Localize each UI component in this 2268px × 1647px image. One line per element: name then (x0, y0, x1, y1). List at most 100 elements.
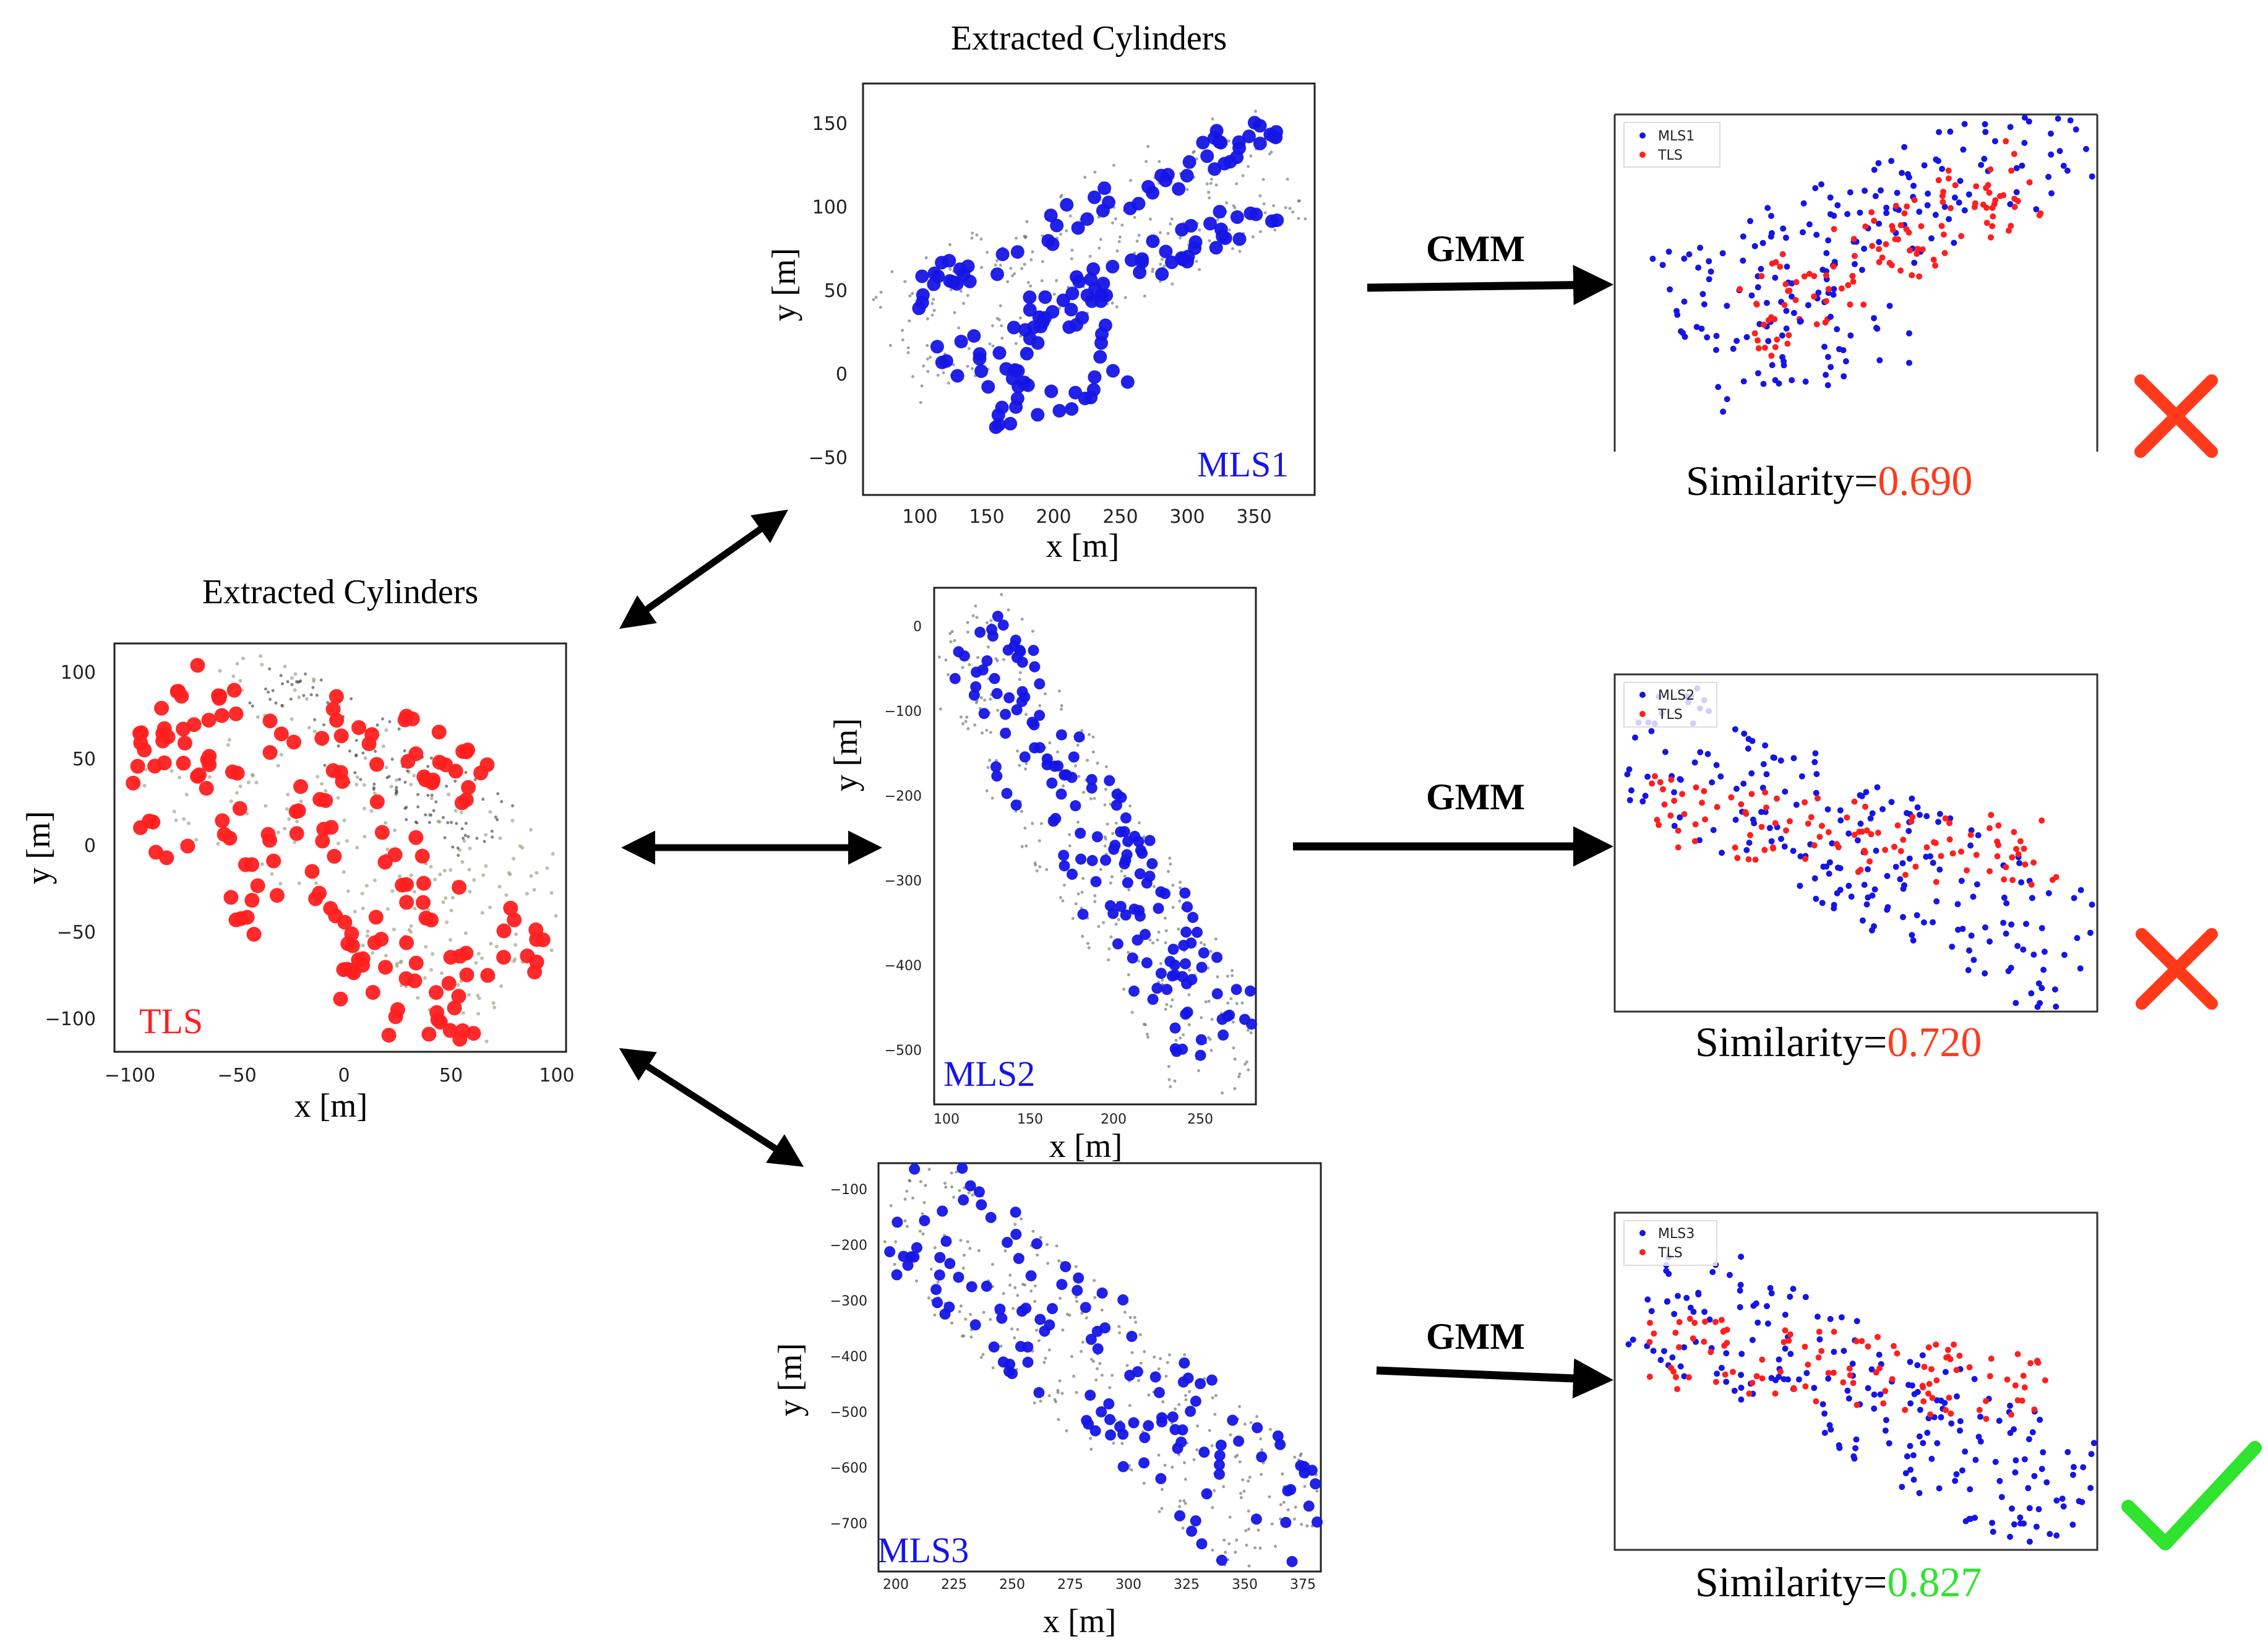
scatter-point (1888, 158, 1895, 165)
point-cloud-dot (1245, 1544, 1248, 1547)
point-cloud-dot (1157, 1367, 1161, 1370)
point-cloud-dot (1244, 1062, 1247, 1066)
scatter-point (1753, 1373, 1760, 1380)
scatter-point (1939, 192, 1946, 199)
scatter-point (1803, 1370, 1810, 1377)
point-cloud-dot (979, 1356, 983, 1359)
point-cloud-dot (251, 704, 254, 708)
scatter-point (1928, 235, 1935, 242)
scatter-point (1841, 1348, 1847, 1354)
cylinder-marker (1159, 244, 1173, 259)
scatter-point (1709, 1269, 1716, 1275)
cylinder-marker (939, 1308, 951, 1320)
point-cloud-dot (1038, 865, 1042, 869)
scatter-point (1743, 811, 1750, 817)
scatter-point (1701, 788, 1707, 794)
result-plot-frame (1613, 1211, 2098, 1551)
point-cloud-dot (971, 231, 974, 235)
scatter-point (1930, 256, 1937, 263)
cylinder-marker (1295, 1460, 1307, 1471)
scatter-point (1704, 334, 1711, 341)
point-cloud-dot (433, 877, 437, 882)
point-cloud-dot (1206, 966, 1210, 970)
tls-y-tick: 100 (61, 662, 96, 684)
scatter-point (1760, 761, 1767, 768)
scatter-point (1948, 1410, 1954, 1417)
scatter-point (1805, 302, 1811, 309)
scatter-point (1713, 346, 1719, 353)
scatter-point (1676, 1344, 1682, 1351)
scatter-point (1831, 226, 1837, 233)
point-cloud-dot (1262, 202, 1266, 205)
scatter-point (1941, 250, 1948, 256)
cylinder-marker (1047, 815, 1059, 827)
point-cloud-dot (1187, 1023, 1191, 1026)
mls1-y-label: y [m] (765, 248, 802, 321)
scatter-point (1797, 853, 1804, 860)
scatter-point (1787, 1351, 1794, 1357)
result-3-scatter (1625, 1254, 2097, 1545)
scatter-point (2022, 861, 2029, 868)
scatter-point (1811, 875, 1818, 882)
scatter-point (2013, 165, 2020, 171)
scatter-point (1853, 1338, 1860, 1344)
scatter-point (1914, 804, 1921, 811)
cylinder-marker (369, 757, 384, 772)
cylinder-marker (190, 658, 205, 673)
cylinder-marker (507, 912, 522, 927)
scatter-point (2019, 162, 2025, 169)
legend-marker (1639, 1249, 1646, 1255)
scatter-point (1948, 1420, 1955, 1427)
scatter-point (2003, 900, 2010, 906)
point-cloud-dot (1059, 1296, 1062, 1300)
scatter-point (1972, 1456, 1979, 1463)
cylinder-marker (228, 912, 244, 927)
point-cloud-dot (1055, 1244, 1059, 1248)
point-cloud-dot (976, 656, 979, 660)
scatter-point (1983, 1416, 1990, 1422)
scatter-point (1672, 1330, 1679, 1336)
point-cloud-dot (915, 1279, 918, 1283)
mls1-y-tick: 50 (824, 280, 848, 302)
scatter-point (1975, 1434, 1982, 1440)
scatter-point (1749, 1336, 1756, 1343)
point-cloud-dot (461, 1011, 465, 1015)
scatter-point (1758, 273, 1765, 280)
point-cloud-dot (1181, 1526, 1185, 1530)
mls1-x-label: x [m] (1046, 527, 1119, 564)
point-cloud-dot (372, 782, 376, 786)
cylinder-marker (1105, 1429, 1116, 1441)
point-cloud-dot (1244, 1529, 1248, 1533)
point-cloud-dot (342, 819, 346, 822)
scatter-point (2047, 1531, 2053, 1537)
point-cloud-dot (878, 306, 882, 309)
scatter-point (1977, 1413, 1983, 1420)
point-cloud-dot (354, 753, 358, 757)
point-cloud-dot (966, 364, 969, 368)
point-cloud-dot (466, 835, 470, 838)
cylinder-marker (1099, 288, 1114, 303)
scatter-point (2011, 828, 2017, 835)
scatter-point (2035, 1506, 2042, 1513)
scatter-point (1853, 1401, 1860, 1408)
point-cloud-dot (944, 1185, 948, 1189)
point-cloud-dot (1127, 951, 1130, 954)
scatter-point (1805, 1361, 1811, 1368)
point-cloud-dot (337, 744, 340, 748)
cylinder-marker (934, 1252, 946, 1263)
point-cloud-dot (966, 727, 970, 731)
point-cloud-dot (1072, 1374, 1076, 1378)
cylinder-marker (1180, 958, 1191, 970)
scatter-point (1910, 937, 1917, 944)
point-cloud-dot (385, 776, 389, 780)
scatter-point (1665, 248, 1672, 255)
cylinder-marker (944, 1258, 956, 1270)
point-cloud-dot (245, 812, 249, 815)
scatter-point (1674, 1386, 1681, 1393)
scatter-point (1778, 835, 1784, 842)
scatter-point (1720, 408, 1727, 415)
point-cloud-dot (1088, 254, 1092, 258)
point-cloud-dot (1238, 249, 1242, 253)
scatter-point (2008, 921, 2015, 928)
point-cloud-dot (1053, 1398, 1057, 1401)
